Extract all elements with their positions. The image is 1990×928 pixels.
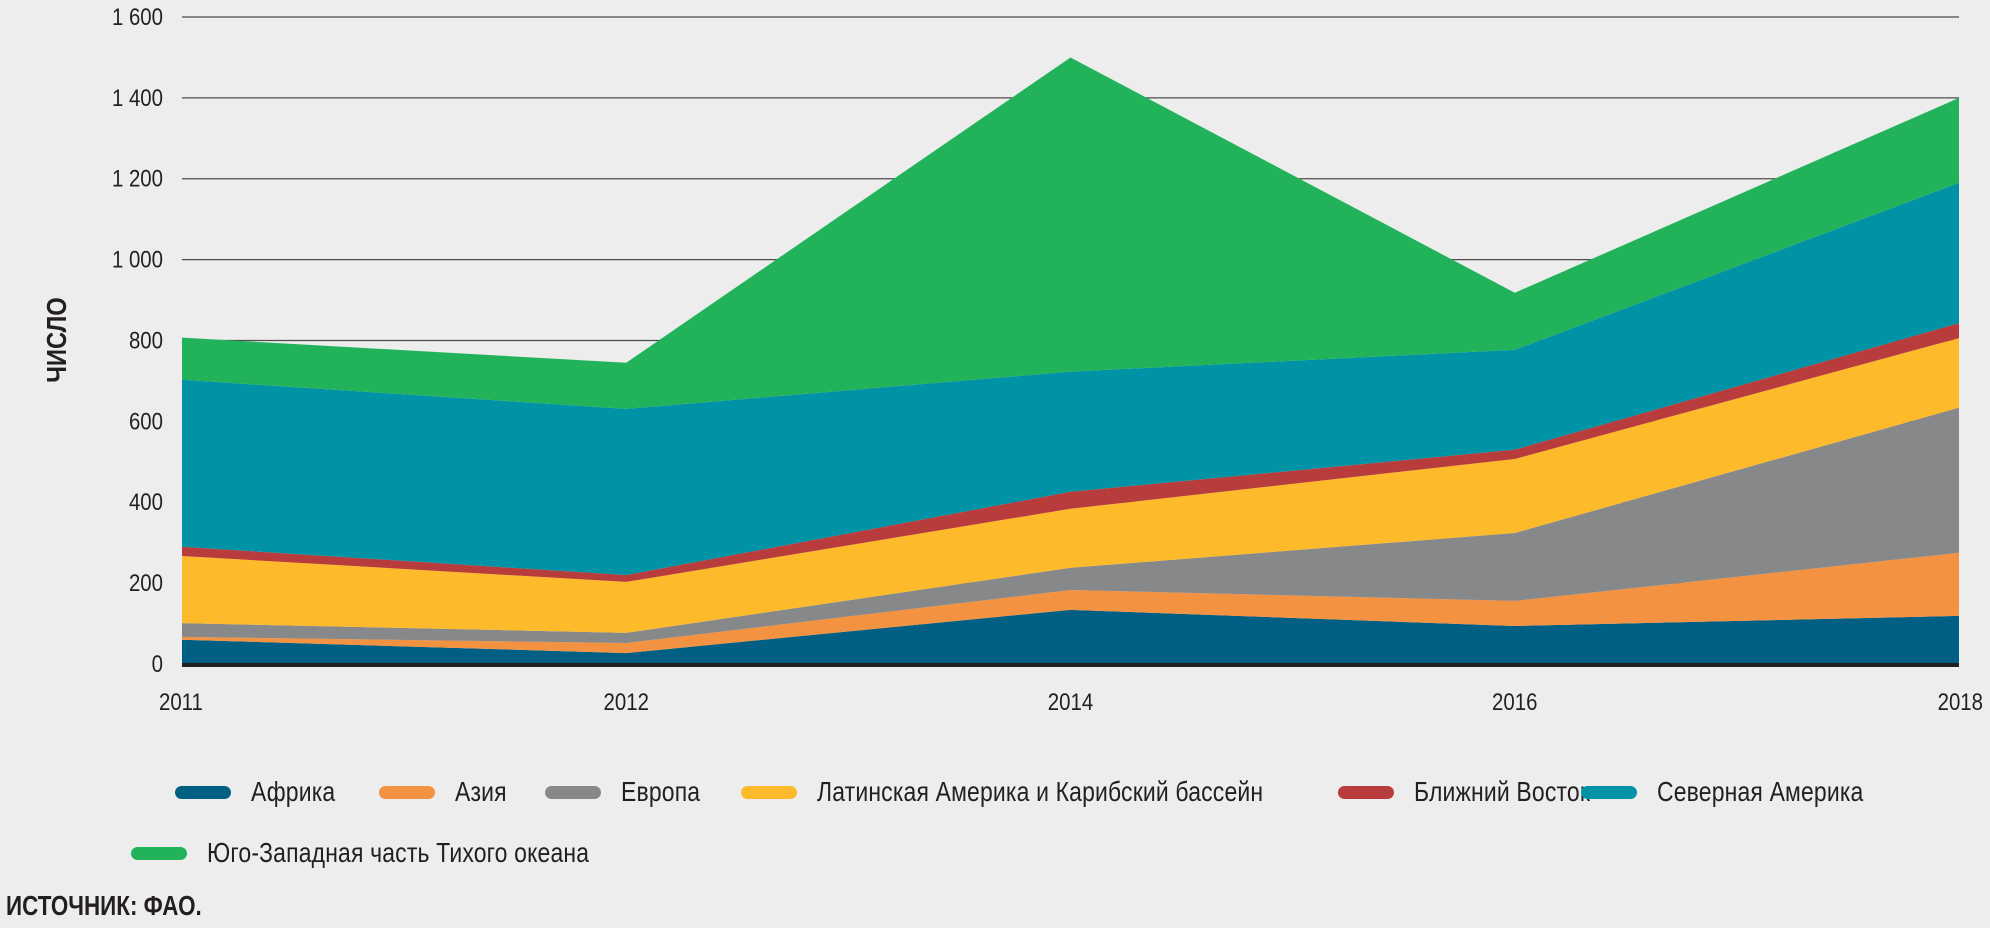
legend-label: Азия: [455, 776, 507, 807]
y-tick-label: 1 600: [112, 3, 163, 30]
y-tick-label: 1 000: [112, 246, 163, 273]
legend-swatch: [175, 785, 231, 799]
legend-item: Азия: [379, 774, 518, 810]
legend-item: Ближний Восток: [1338, 774, 1629, 810]
legend-label: Северная Америка: [1657, 776, 1864, 807]
legend-item: Европа: [545, 774, 718, 810]
legend-item: Северная Америка: [1581, 774, 1909, 810]
y-tick-label: 0: [152, 650, 163, 677]
series-areas: [182, 57, 1959, 664]
x-tick-labels: 2011 2012 2014 2016 2018: [159, 688, 1983, 715]
legend-swatch: [1338, 785, 1394, 799]
legend-swatch: [131, 846, 187, 860]
legend-item: Латинская Америка и Карибский бассейн: [741, 774, 1361, 810]
y-tick-label: 400: [129, 489, 163, 516]
area-series: [182, 182, 1959, 576]
y-tick-label: 1 400: [112, 84, 163, 111]
x-tick-label: 2012: [604, 688, 649, 715]
y-tick-label: 600: [129, 408, 163, 435]
legend-label: Латинская Америка и Карибский бассейн: [817, 776, 1264, 807]
legend-label: Африка: [251, 776, 336, 807]
y-tick-label: 200: [129, 570, 163, 597]
area-series: [182, 552, 1959, 654]
legend-label: Европа: [621, 776, 701, 807]
area-series: [182, 338, 1959, 633]
legend-swatch: [379, 785, 435, 799]
y-axis-label: ЧИСЛО: [40, 297, 72, 383]
x-tick-label: 2011: [159, 688, 203, 715]
y-tick-labels: 0 200 400 600 800 1 000 1 200 1 400 1 600: [112, 3, 163, 677]
legend-item: Юго-Западная часть Тихого океана: [131, 835, 673, 871]
legend-label: Юго-Западная часть Тихого океана: [207, 837, 590, 868]
legend-label: Ближний Восток: [1414, 776, 1591, 807]
x-tick-label: 2014: [1048, 688, 1093, 715]
legend-swatch: [741, 785, 797, 799]
x-tick-label: 2016: [1492, 688, 1537, 715]
area-series: [182, 609, 1959, 664]
area-series: [182, 407, 1959, 643]
y-tick-label: 1 200: [112, 165, 163, 192]
legend-swatch: [545, 785, 601, 799]
legend-item: Африка: [175, 774, 354, 810]
y-tick-label: 800: [129, 327, 163, 354]
legend-swatch: [1581, 785, 1637, 799]
source-note: ИСТОЧНИК: ФАО.: [6, 890, 202, 921]
area-series: [182, 57, 1959, 409]
x-tick-label: 2018: [1938, 688, 1983, 715]
